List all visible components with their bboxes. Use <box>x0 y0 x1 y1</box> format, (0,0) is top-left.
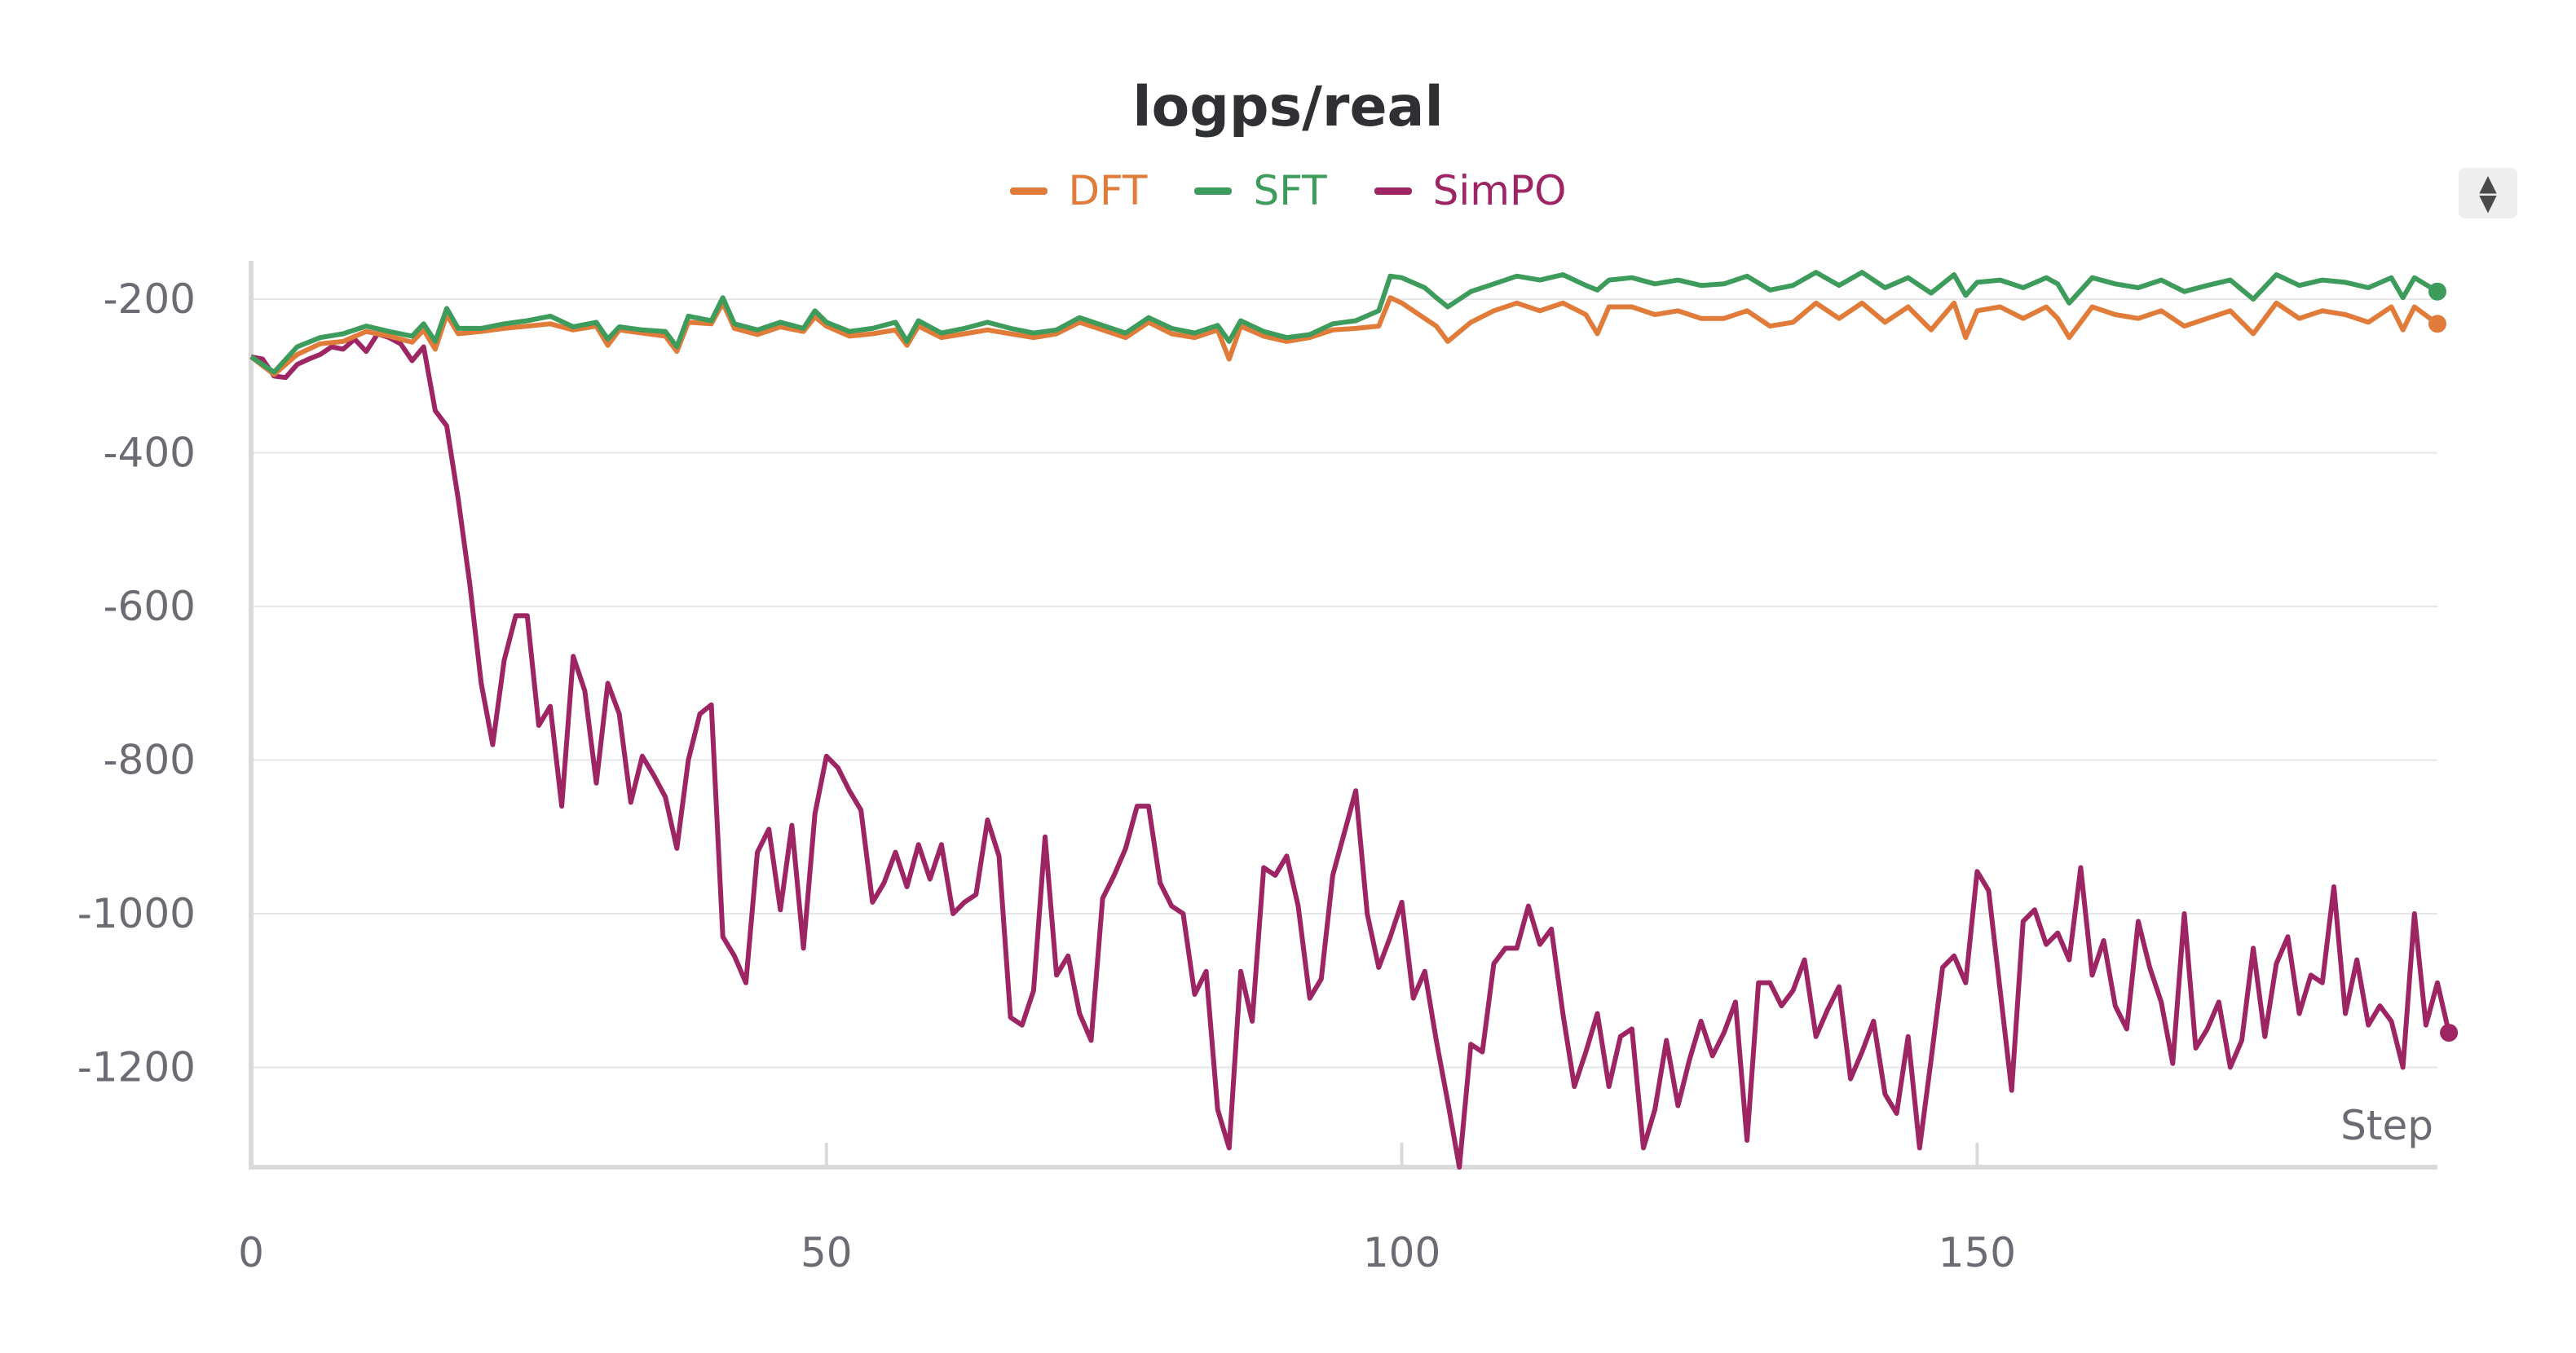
legend-item-simpo[interactable]: SimPO <box>1374 167 1567 214</box>
legend-swatch-sft <box>1194 187 1233 195</box>
x-tick-label: 100 <box>1363 1229 1440 1276</box>
legend-swatch-dft <box>1009 187 1048 195</box>
series-line-simpo <box>250 331 2452 1170</box>
legend-label-sft: SFT <box>1253 167 1327 214</box>
legend-scroll-button[interactable]: ▲ ▼ <box>2459 168 2517 218</box>
y-tick-label: -600 <box>104 583 196 630</box>
legend-item-dft[interactable]: DFT <box>1009 167 1148 214</box>
axes <box>249 261 2437 1170</box>
series-line-dft <box>249 295 2439 377</box>
y-tick-label: -1200 <box>77 1043 196 1091</box>
x-tick-label: 0 <box>238 1229 264 1276</box>
y-tick-label: -800 <box>104 737 196 784</box>
x-tick-label: 50 <box>801 1229 853 1276</box>
legend-label-simpo: SimPO <box>1432 167 1567 214</box>
series-endpoint-simpo[interactable] <box>2440 1024 2459 1042</box>
series-lines <box>249 270 2459 1170</box>
y-tick-label: -200 <box>104 275 196 323</box>
y-tick-label: -1000 <box>77 890 196 937</box>
x-axis-label: Step <box>2340 1102 2433 1149</box>
series-endpoint-dft[interactable] <box>2428 315 2446 333</box>
tick-labels: -200 -400 -600 -800 -1000 -1200 0 50 100 150 <box>77 275 2016 1276</box>
series-line-sft <box>249 270 2439 375</box>
chevron-up-icon: ▲ <box>2479 170 2497 196</box>
chart-title: logps/real <box>1132 75 1444 139</box>
chevron-down-icon: ▼ <box>2479 189 2497 216</box>
series-endpoint-sft[interactable] <box>2428 282 2446 301</box>
y-tick-label: -400 <box>104 430 196 477</box>
legend: DFT SFT SimPO <box>0 167 2576 214</box>
legend-label-dft: DFT <box>1068 167 1148 214</box>
grid-lines <box>251 298 2437 1069</box>
x-tick-label: 150 <box>1939 1229 2016 1276</box>
legend-item-sft[interactable]: SFT <box>1194 167 1327 214</box>
legend-swatch-simpo <box>1374 187 1412 195</box>
